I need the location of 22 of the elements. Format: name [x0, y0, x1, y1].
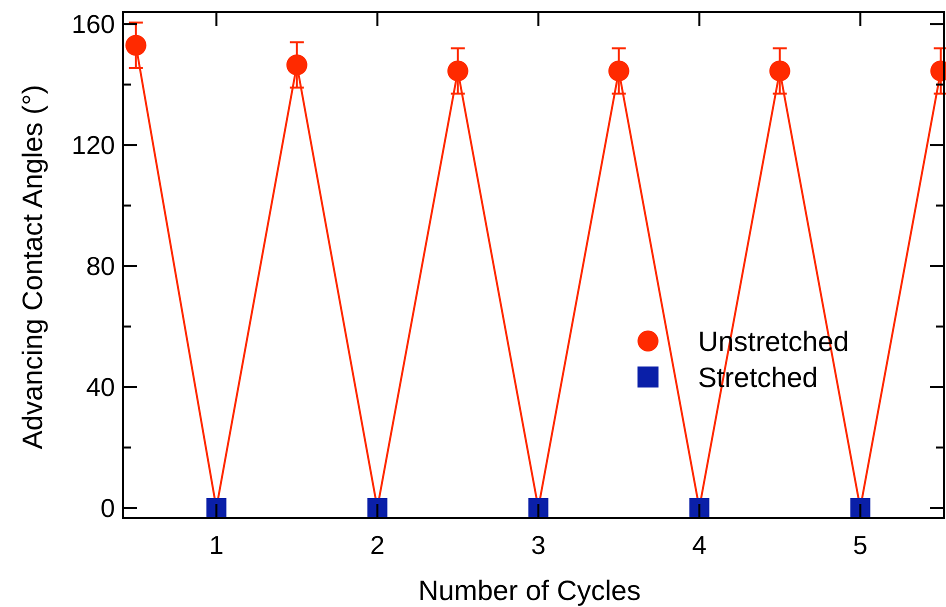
point	[608, 60, 630, 82]
y-tick-label: 160	[72, 9, 115, 40]
point	[447, 60, 468, 82]
point	[286, 54, 308, 76]
x-tick-label: 1	[209, 530, 224, 560]
x-tick-label: 3	[531, 530, 546, 560]
y-tick-label: 0	[100, 493, 115, 524]
point	[206, 498, 226, 518]
x-tick-label: 2	[370, 530, 385, 560]
point	[769, 60, 790, 82]
y-axis-title: Advancing Contact Angles (°)	[17, 84, 48, 450]
y-tick-label: 80	[86, 251, 115, 282]
point	[367, 498, 388, 518]
point	[125, 34, 146, 56]
x-tick-label: 4	[692, 530, 707, 560]
y-tick-label: 40	[86, 372, 115, 402]
x-axis-title: Number of Cycles	[418, 575, 641, 606]
point	[850, 498, 870, 518]
point	[689, 498, 710, 518]
x-tick-label: 5	[853, 530, 868, 560]
y-tick-label: 120	[72, 130, 115, 160]
point	[528, 498, 548, 518]
